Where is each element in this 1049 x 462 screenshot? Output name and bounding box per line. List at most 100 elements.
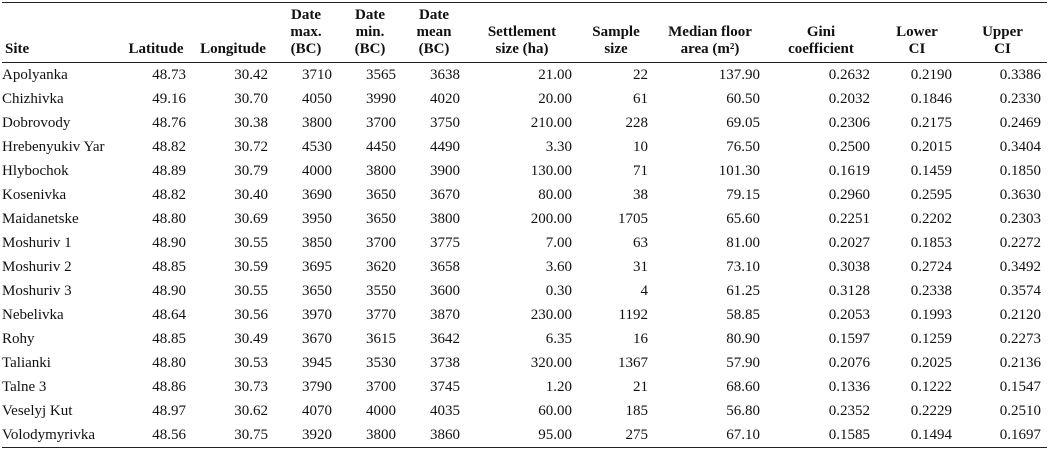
cell: 3775: [430, 234, 460, 251]
cell: 0.2330: [999, 90, 1041, 107]
header-line: Gini: [806, 24, 836, 40]
cell: 48.86: [152, 378, 186, 395]
cell: 0.1547: [999, 378, 1041, 395]
table-row: Moshuriv 3 48.90 30.55 3650 3550 3600 0.30 4 61.…: [2, 279, 1047, 303]
table-row: Moshuriv 2 48.85 30.59 3695 3620 3658 3.60 31 73…: [2, 255, 1047, 279]
header-line: Longitude: [200, 41, 266, 57]
table-row: Apolyanka 48.73 30.42 3710 3565 3638 21.00 22 13…: [2, 63, 1047, 88]
cell: 3790: [302, 378, 332, 395]
cell: 0.2015: [910, 138, 952, 155]
cell: 30.53: [234, 354, 268, 371]
data-table: Site Latitude Longitude Date max. (BC) Date min…: [2, 2, 1047, 448]
cell: 3800: [430, 210, 460, 227]
header-line: size (ha): [495, 41, 549, 57]
cell: 4450: [366, 138, 396, 155]
table-row: Rohy 48.85 30.49 3670 3615 3642 6.35 16 80.90 0.1…: [2, 327, 1047, 351]
header-line: max.: [290, 24, 322, 40]
cell: 0.2500: [828, 138, 870, 155]
cell: 0.2632: [828, 66, 870, 83]
cell: 4530: [302, 138, 332, 155]
cell: 3870: [430, 306, 460, 323]
cell: 0.1585: [828, 426, 870, 443]
cell: 0.2027: [828, 234, 870, 251]
cell: 38: [633, 186, 648, 203]
cell: 63: [633, 234, 648, 251]
header-line: Upper: [982, 24, 1023, 40]
cell: 0.3404: [999, 138, 1041, 155]
cell: 30.55: [234, 234, 268, 251]
site-name: Moshuriv 1: [2, 234, 72, 251]
cell: 30.69: [234, 210, 268, 227]
cell: 48.80: [152, 354, 186, 371]
header-row: Site Latitude Longitude Date max. (BC) Date min…: [2, 2, 1047, 63]
cell: 3670: [430, 186, 460, 203]
cell: 4070: [302, 402, 332, 419]
cell: 0.2273: [999, 330, 1041, 347]
column-header: Site: [2, 3, 120, 63]
cell: 48.56: [152, 426, 186, 443]
cell: 48.85: [152, 330, 186, 347]
cell: 0.2510: [999, 402, 1041, 419]
cell: 80.90: [726, 330, 760, 347]
table-row: Talne 3 48.86 30.73 3790 3700 3745 1.20 21 68.60…: [2, 375, 1047, 399]
header-line: mean: [416, 24, 452, 40]
cell: 0.2960: [828, 186, 870, 203]
table-row: Veselyj Kut 48.97 30.62 4070 4000 4035 60.00 18…: [2, 399, 1047, 423]
table-row: Talianki 48.80 30.53 3945 3530 3738 320.00 1367…: [2, 351, 1047, 375]
cell: 48.90: [152, 282, 186, 299]
site-name: Talne 3: [2, 378, 47, 395]
column-header: Longitude: [192, 3, 274, 63]
cell: 68.60: [726, 378, 760, 395]
cell: 0.2229: [910, 402, 952, 419]
table-row: Hlybochok 48.89 30.79 4000 3800 3900 130.00 71 1…: [2, 159, 1047, 183]
cell: 30.72: [234, 138, 268, 155]
table-row: Moshuriv 1 48.90 30.55 3850 3700 3775 7.00 63 81…: [2, 231, 1047, 255]
cell: 79.15: [726, 186, 760, 203]
cell: 0.2251: [828, 210, 870, 227]
cell: 3658: [430, 258, 460, 275]
site-name: Dobrovody: [2, 114, 71, 131]
site-name: Chizhivka: [2, 90, 64, 107]
cell: 4020: [430, 90, 460, 107]
site-name: Talianki: [2, 354, 51, 371]
cell: 67.10: [726, 426, 760, 443]
cell: 0.2352: [828, 402, 870, 419]
cell: 230.00: [530, 306, 572, 323]
cell: 80.00: [538, 186, 572, 203]
cell: 0.1846: [910, 90, 952, 107]
site-name: Veselyj Kut: [2, 402, 73, 419]
cell: 3695: [302, 258, 332, 275]
cell: 0.2120: [999, 306, 1041, 323]
header-line: (BC): [418, 41, 450, 57]
cell: 130.00: [530, 162, 572, 179]
header-line: CI: [908, 41, 926, 57]
cell: 6.35: [545, 330, 572, 347]
cell: 185: [625, 402, 649, 419]
cell: 3650: [302, 282, 332, 299]
cell: 61: [633, 90, 648, 107]
header-line: (BC): [290, 41, 322, 57]
site-name: Moshuriv 2: [2, 258, 72, 275]
cell: 0.2272: [999, 234, 1041, 251]
cell: 31: [633, 258, 648, 275]
cell: 3.60: [545, 258, 572, 275]
cell: 60.00: [538, 402, 572, 419]
column-header: Latitude: [120, 3, 192, 63]
header-line: Date: [291, 7, 321, 23]
cell: 3900: [430, 162, 460, 179]
cell: 4: [640, 282, 649, 299]
cell: 48.89: [152, 162, 186, 179]
cell: 3650: [366, 186, 396, 203]
cell: 0.2190: [910, 66, 952, 83]
site-name: Volodymyrivka: [2, 426, 96, 443]
cell: 3642: [430, 330, 460, 347]
cell: 228: [625, 114, 649, 131]
table-row: Hrebenyukiv Yar 48.82 30.72 4530 4450 4490 3.3…: [2, 135, 1047, 159]
cell: 3710: [302, 66, 332, 83]
cell: 56.80: [726, 402, 760, 419]
cell: 3920: [302, 426, 332, 443]
cell: 4000: [302, 162, 332, 179]
cell: 3650: [366, 210, 396, 227]
cell: 7.00: [545, 234, 572, 251]
